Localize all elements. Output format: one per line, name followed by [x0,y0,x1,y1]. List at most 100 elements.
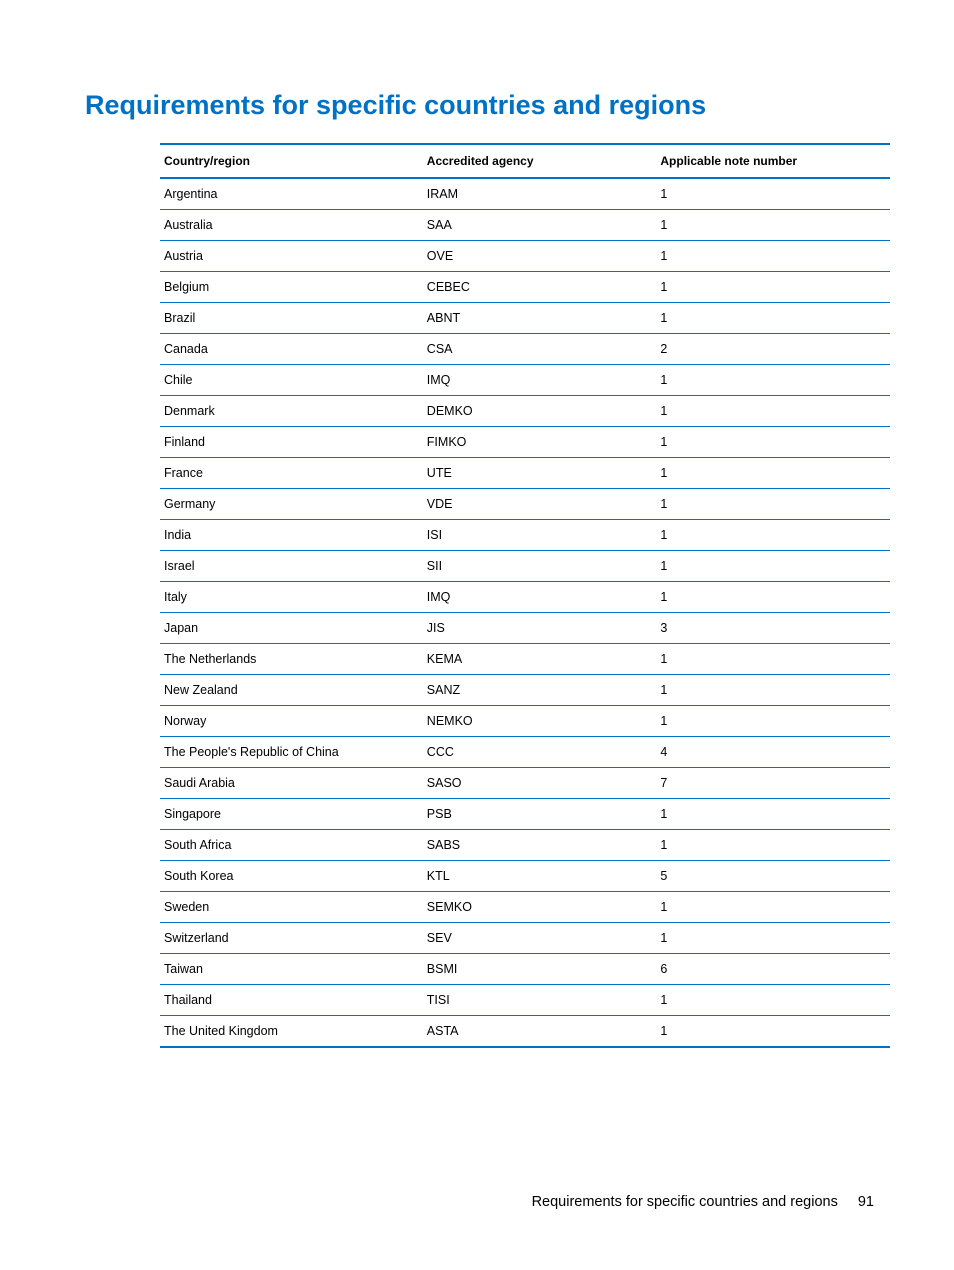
cell-agency: KTL [423,861,657,892]
requirements-table-wrap: Country/region Accredited agency Applica… [160,143,890,1048]
table-row: New ZealandSANZ1 [160,675,890,706]
cell-country: Saudi Arabia [160,768,423,799]
cell-agency: BSMI [423,954,657,985]
table-row: The People's Republic of ChinaCCC4 [160,737,890,768]
cell-country: Belgium [160,272,423,303]
requirements-table: Country/region Accredited agency Applica… [160,143,890,1048]
table-row: BelgiumCEBEC1 [160,272,890,303]
cell-agency: IMQ [423,365,657,396]
cell-note: 1 [656,210,890,241]
table-row: SwitzerlandSEV1 [160,923,890,954]
cell-note: 7 [656,768,890,799]
cell-agency: TISI [423,985,657,1016]
cell-note: 1 [656,365,890,396]
col-header-agency: Accredited agency [423,144,657,178]
cell-agency: VDE [423,489,657,520]
cell-country: Sweden [160,892,423,923]
cell-country: Argentina [160,178,423,210]
cell-agency: KEMA [423,644,657,675]
cell-note: 1 [656,396,890,427]
table-row: CanadaCSA2 [160,334,890,365]
cell-note: 6 [656,954,890,985]
cell-country: Australia [160,210,423,241]
cell-country: Austria [160,241,423,272]
table-row: AustraliaSAA1 [160,210,890,241]
cell-agency: SANZ [423,675,657,706]
cell-country: Italy [160,582,423,613]
col-header-country: Country/region [160,144,423,178]
cell-agency: IMQ [423,582,657,613]
cell-agency: SEMKO [423,892,657,923]
cell-note: 5 [656,861,890,892]
cell-agency: ISI [423,520,657,551]
table-row: ArgentinaIRAM1 [160,178,890,210]
table-row: ItalyIMQ1 [160,582,890,613]
col-header-note: Applicable note number [656,144,890,178]
cell-agency: CCC [423,737,657,768]
cell-agency: OVE [423,241,657,272]
cell-country: Denmark [160,396,423,427]
cell-note: 1 [656,644,890,675]
cell-agency: ABNT [423,303,657,334]
cell-note: 1 [656,1016,890,1048]
cell-agency: SEV [423,923,657,954]
cell-note: 1 [656,892,890,923]
cell-agency: SII [423,551,657,582]
table-row: FranceUTE1 [160,458,890,489]
cell-agency: JIS [423,613,657,644]
table-row: SwedenSEMKO1 [160,892,890,923]
table-row: BrazilABNT1 [160,303,890,334]
cell-country: Brazil [160,303,423,334]
table-row: IsraelSII1 [160,551,890,582]
cell-note: 1 [656,706,890,737]
table-row: The NetherlandsKEMA1 [160,644,890,675]
table-row: NorwayNEMKO1 [160,706,890,737]
cell-agency: SABS [423,830,657,861]
cell-country: Germany [160,489,423,520]
table-row: Saudi ArabiaSASO7 [160,768,890,799]
table-row: ChileIMQ1 [160,365,890,396]
cell-agency: CEBEC [423,272,657,303]
table-row: JapanJIS3 [160,613,890,644]
table-row: DenmarkDEMKO1 [160,396,890,427]
cell-agency: NEMKO [423,706,657,737]
cell-note: 1 [656,675,890,706]
footer-text: Requirements for specific countries and … [532,1194,838,1210]
cell-agency: FIMKO [423,427,657,458]
cell-country: Finland [160,427,423,458]
cell-country: Singapore [160,799,423,830]
cell-country: Canada [160,334,423,365]
cell-note: 1 [656,923,890,954]
table-row: SingaporePSB1 [160,799,890,830]
cell-country: New Zealand [160,675,423,706]
cell-note: 1 [656,799,890,830]
table-row: ThailandTISI1 [160,985,890,1016]
cell-note: 1 [656,582,890,613]
cell-country: Chile [160,365,423,396]
cell-country: The Netherlands [160,644,423,675]
table-header-row: Country/region Accredited agency Applica… [160,144,890,178]
cell-note: 1 [656,272,890,303]
table-row: IndiaISI1 [160,520,890,551]
cell-country: Japan [160,613,423,644]
cell-agency: SASO [423,768,657,799]
cell-agency: CSA [423,334,657,365]
table-row: The United KingdomASTA1 [160,1016,890,1048]
cell-note: 1 [656,458,890,489]
cell-note: 1 [656,830,890,861]
cell-country: South Africa [160,830,423,861]
cell-note: 3 [656,613,890,644]
cell-country: Norway [160,706,423,737]
cell-note: 1 [656,985,890,1016]
cell-agency: PSB [423,799,657,830]
table-row: FinlandFIMKO1 [160,427,890,458]
cell-note: 1 [656,427,890,458]
cell-country: The United Kingdom [160,1016,423,1048]
cell-country: India [160,520,423,551]
cell-note: 1 [656,551,890,582]
table-row: South AfricaSABS1 [160,830,890,861]
cell-agency: SAA [423,210,657,241]
table-body: ArgentinaIRAM1AustraliaSAA1AustriaOVE1Be… [160,178,890,1047]
cell-country: Israel [160,551,423,582]
cell-note: 1 [656,303,890,334]
